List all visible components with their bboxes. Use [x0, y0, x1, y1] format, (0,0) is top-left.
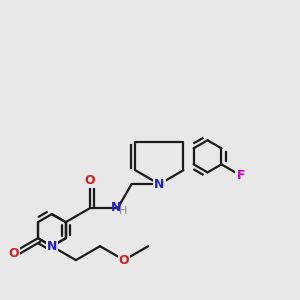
Text: F: F	[236, 169, 245, 182]
Text: H: H	[119, 206, 128, 217]
Text: O: O	[119, 254, 129, 267]
Text: N: N	[154, 178, 164, 190]
Text: N: N	[47, 240, 57, 253]
Text: N: N	[111, 201, 121, 214]
Text: O: O	[85, 174, 95, 187]
Text: O: O	[9, 247, 19, 260]
